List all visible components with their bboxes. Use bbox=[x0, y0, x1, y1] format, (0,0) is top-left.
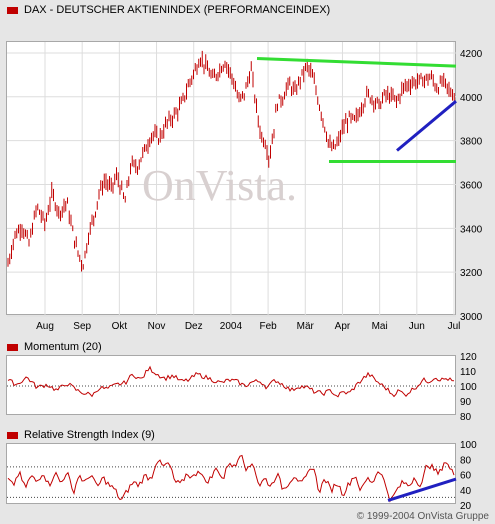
y-tick-label: 80 bbox=[460, 455, 472, 466]
y-tick-label: 4000 bbox=[460, 93, 483, 104]
series-swatch bbox=[7, 6, 18, 14]
x-tick-label: 2004 bbox=[220, 321, 243, 332]
x-tick-label: Apr bbox=[335, 321, 351, 332]
indicator-line bbox=[7, 365, 455, 398]
x-tick-label: Okt bbox=[112, 321, 128, 332]
series-swatch bbox=[7, 431, 18, 439]
y-tick-label: 60 bbox=[460, 471, 472, 482]
momentum-plot: 80 90 100 110 120 bbox=[6, 352, 477, 423]
x-tick-label: Jun bbox=[409, 321, 425, 332]
momentum-svg: 80 90 100 110 120 bbox=[7, 352, 477, 423]
rsi-title: Relative Strength Index (9) bbox=[24, 429, 155, 441]
price-chart-header: DAX - DEUTSCHER AKTIENINDEX (PERFORMANCE… bbox=[0, 2, 330, 18]
trend-line bbox=[256, 56, 457, 68]
y-tick-label: 3000 bbox=[460, 312, 483, 323]
trend-line bbox=[396, 100, 457, 152]
y-tick-label: 100 bbox=[460, 382, 477, 393]
y-tick-label: 3600 bbox=[460, 180, 483, 191]
x-tick-label: Sep bbox=[73, 321, 91, 332]
y-tick-label: 3400 bbox=[460, 224, 483, 235]
y-tick-label: 80 bbox=[460, 412, 472, 423]
y-tick-label: 120 bbox=[460, 352, 477, 363]
momentum-title: Momentum (20) bbox=[24, 341, 102, 353]
y-tick-label: 4200 bbox=[460, 49, 483, 60]
x-tick-label: Dez bbox=[185, 321, 203, 332]
watermark: OnVista. bbox=[142, 161, 297, 210]
x-tick-label: Feb bbox=[259, 321, 277, 332]
y-tick-label: 110 bbox=[460, 367, 476, 378]
x-tick-label: Aug bbox=[36, 321, 54, 332]
rsi-plot: 20 40 60 80 100 bbox=[6, 440, 477, 512]
y-tick-label: 90 bbox=[460, 397, 472, 408]
y-tick-label: 100 bbox=[460, 440, 477, 451]
price-chart-plot: 3000 3200 3400 3600 3800 4000 4200 Aug Sep Okt Nov… bbox=[6, 41, 483, 332]
indicator-line bbox=[7, 454, 455, 503]
x-tick-label: Mär bbox=[297, 321, 315, 332]
series-swatch bbox=[7, 343, 18, 351]
momentum-header: Momentum (20) bbox=[0, 339, 102, 355]
x-tick-label: Mai bbox=[372, 321, 388, 332]
rsi-header: Relative Strength Index (9) bbox=[0, 427, 155, 443]
y-tick-label: 3200 bbox=[460, 268, 483, 279]
rsi-svg: 20 40 60 80 100 bbox=[7, 440, 477, 512]
y-tick-label: 3800 bbox=[460, 137, 483, 148]
trend-line bbox=[387, 477, 457, 502]
copyright-footer: © 1999-2004 OnVista Gruppe bbox=[356, 511, 489, 522]
y-tick-label: 40 bbox=[460, 486, 472, 497]
price-chart-title: DAX - DEUTSCHER AKTIENINDEX (PERFORMANCE… bbox=[24, 4, 331, 16]
y-tick-label: 20 bbox=[460, 501, 472, 512]
x-tick-label: Jul bbox=[448, 321, 461, 332]
x-tick-label: Nov bbox=[148, 321, 166, 332]
price-chart-svg: 3000 3200 3400 3600 3800 4000 4200 Aug Sep Okt Nov… bbox=[7, 42, 483, 332]
